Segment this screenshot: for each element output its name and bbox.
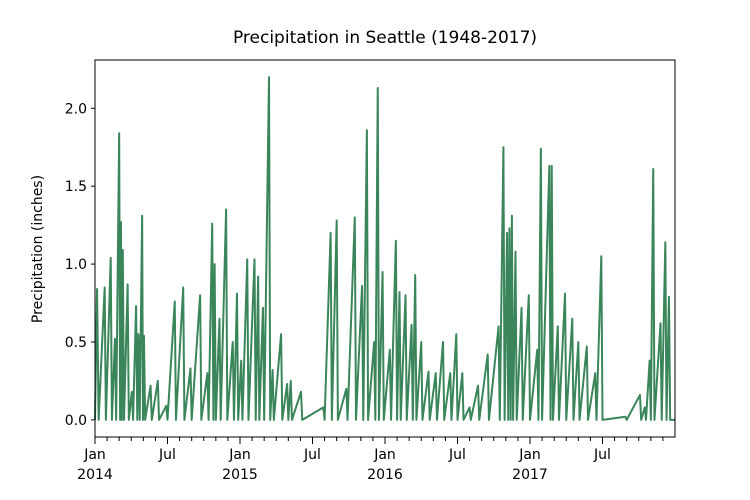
y-tick-label: 0.5	[65, 335, 87, 351]
chart-title: Precipitation in Seattle (1948-2017)	[233, 28, 537, 48]
y-tick-label: 2.0	[65, 101, 87, 117]
x-tick-label: Jul	[304, 447, 321, 463]
x-tick-label: Jan 2016	[367, 447, 403, 483]
x-tick-label: Jul	[449, 447, 466, 463]
line	[94, 76, 675, 421]
axes-frame	[94, 59, 676, 438]
y-tick-label: 1.0	[65, 257, 87, 273]
x-tick-label: Jan 2014	[77, 447, 113, 483]
x-tick-label: Jan 2017	[512, 447, 548, 483]
x-tick-label: Jan 2015	[222, 447, 258, 483]
x-tick-label: Jul	[594, 447, 611, 463]
y-axis-label: Precipitation (inches)	[30, 175, 46, 323]
y-tick-label: 1.5	[65, 179, 87, 195]
x-tick-label: Jul	[159, 447, 176, 463]
y-tick-label: 0.0	[65, 413, 87, 429]
